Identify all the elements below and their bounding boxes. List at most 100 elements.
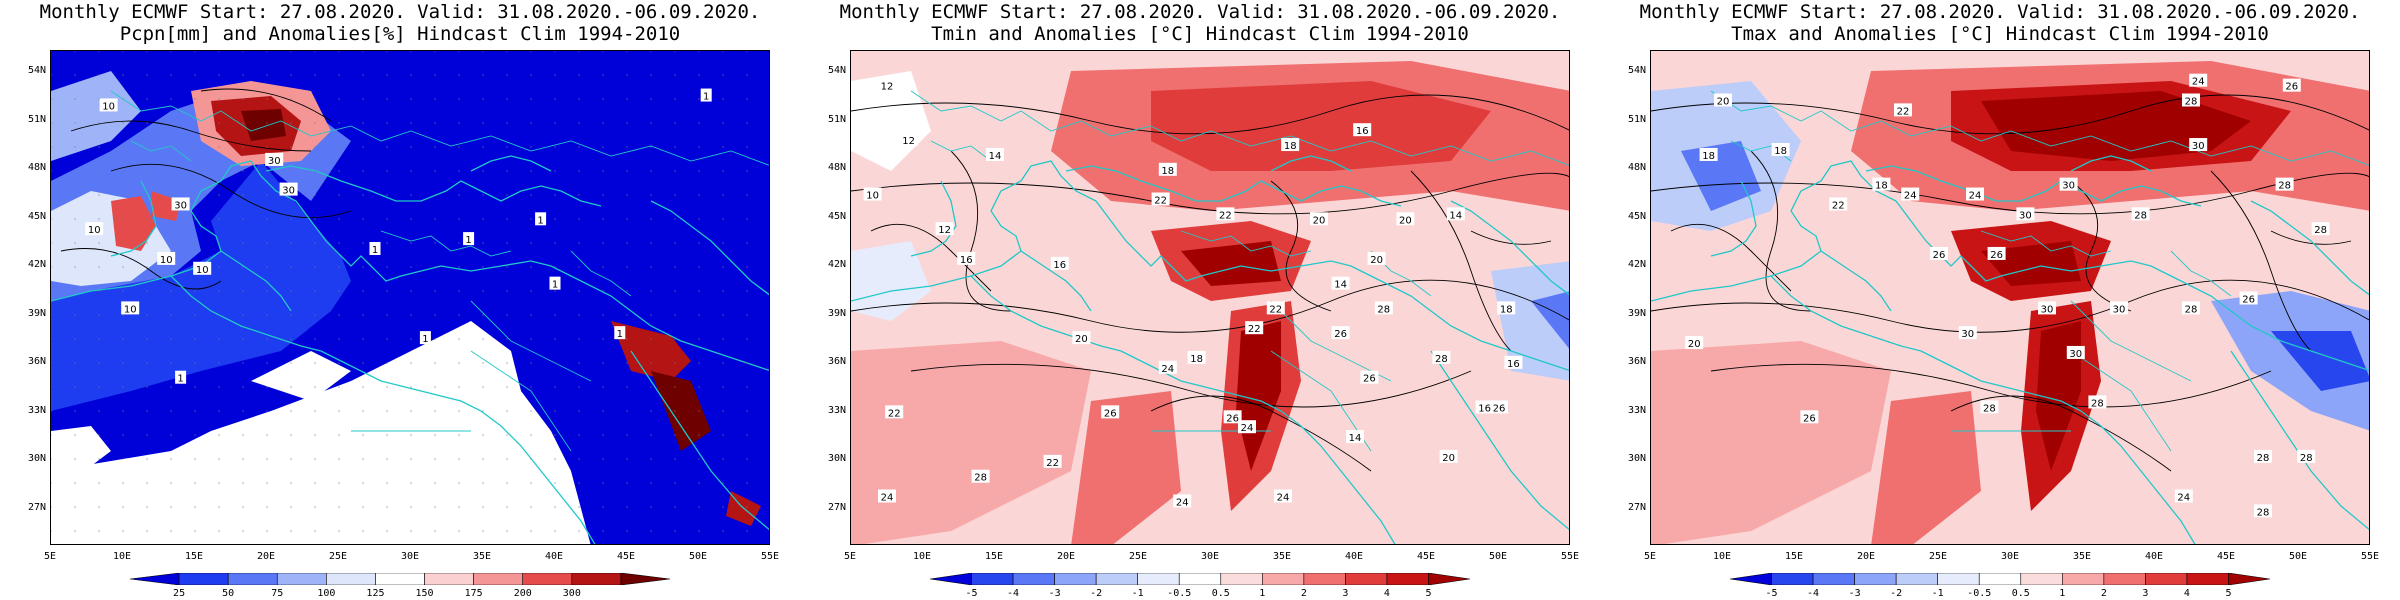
contour-label: 26 xyxy=(1360,370,1379,385)
colorbar-segment xyxy=(1137,573,1180,585)
lon-tick-label: 5E xyxy=(43,551,57,562)
svg-text:22: 22 xyxy=(1154,196,1167,207)
svg-text:14: 14 xyxy=(1334,280,1347,291)
contour-label: 28 xyxy=(1374,301,1393,315)
contour-label: 16 xyxy=(1475,400,1494,414)
contour-label: 14 xyxy=(986,147,1004,162)
colorbar-tick-label: 25 xyxy=(173,588,186,599)
colorbar-tick-label: 150 xyxy=(415,588,434,599)
colorbar-segment xyxy=(2020,573,2063,585)
contour-label: 30 xyxy=(2066,345,2085,360)
svg-text:20: 20 xyxy=(1313,215,1326,226)
contour-label: 20 xyxy=(1685,336,1704,350)
panel-title-line1: Monthly ECMWF Start: 27.08.2020. Valid: … xyxy=(1639,1,2361,23)
lat-tick-label: 36N xyxy=(1627,356,1646,367)
svg-text:24: 24 xyxy=(2177,493,2190,504)
colorbar-tick-label: -5 xyxy=(1765,588,1778,599)
contour-label: 22 xyxy=(1829,197,1848,211)
contour-label: 28 xyxy=(1432,350,1451,365)
colorbar-tick-label: -4 xyxy=(1007,588,1020,599)
colorbar-segment xyxy=(1854,573,1897,585)
tmax-map: 24 26 22 28 30 20 18 18 18 30 28 24 24 22 28 26 26 30 30 30… xyxy=(1651,51,2369,544)
svg-text:16: 16 xyxy=(1478,403,1491,414)
panel-title-line1: Monthly ECMWF Start: 27.08.2020. Valid: … xyxy=(839,1,1561,23)
svg-text:16: 16 xyxy=(1053,260,1066,271)
svg-text:30: 30 xyxy=(282,186,295,197)
svg-text:18: 18 xyxy=(1875,181,1888,192)
colorbar-segment xyxy=(1178,573,1222,585)
svg-text:22: 22 xyxy=(1832,200,1845,211)
svg-text:28: 28 xyxy=(2185,304,2198,315)
svg-text:18: 18 xyxy=(1190,354,1203,365)
colorbar-segment xyxy=(227,573,278,585)
colorbar-tick-label: -4 xyxy=(1807,588,1820,599)
contour-label: 10 xyxy=(85,222,104,236)
contour-label: 28 xyxy=(2311,222,2330,236)
svg-text:14: 14 xyxy=(1449,210,1462,221)
colorbar xyxy=(930,573,1470,585)
contour-label: 30 xyxy=(279,182,298,197)
panel-title-line1: Monthly ECMWF Start: 27.08.2020. Valid: … xyxy=(39,1,761,23)
colorbar-tick-label: -0.5 xyxy=(1167,588,1192,599)
svg-text:10: 10 xyxy=(866,191,879,202)
colorbar-tick-label: -2 xyxy=(1090,588,1103,599)
contour-label: 28 xyxy=(2182,301,2200,315)
lon-tick-label: 45E xyxy=(2216,551,2236,562)
colorbar-segment xyxy=(178,573,229,585)
panel-title-line2: Pcpn[mm] and Anomalies[%] Hindcast Clim … xyxy=(119,23,681,45)
colorbar-segment xyxy=(375,573,425,585)
lat-tick-label: 48N xyxy=(1627,162,1646,173)
colorbar-tick-label: 100 xyxy=(317,588,336,599)
colorbar-tick-label: -0.5 xyxy=(1967,588,1992,599)
lon-tick-label: 35E xyxy=(2072,551,2092,562)
map-plot: 24 26 22 28 30 20 18 18 18 30 28 24 24 22 28 26 26 30 30 30… xyxy=(1650,50,2370,545)
svg-text:28: 28 xyxy=(2185,97,2198,108)
svg-text:28: 28 xyxy=(1983,403,1996,414)
svg-text:1: 1 xyxy=(703,92,709,103)
svg-text:24: 24 xyxy=(2192,77,2205,88)
contour-label: 10 xyxy=(121,301,140,315)
lon-tick-label: 50E xyxy=(688,551,708,562)
colorbar xyxy=(130,573,670,585)
colorbar-segment xyxy=(1345,573,1388,585)
svg-text:18: 18 xyxy=(1500,304,1513,315)
colorbar-segment xyxy=(276,573,327,585)
colorbar-tick-label: 4 xyxy=(1383,588,1390,599)
lat-tick-label: 48N xyxy=(827,162,846,173)
contour-label: 26 xyxy=(1800,410,1819,424)
lon-tick-label: 55E xyxy=(2360,551,2380,562)
lon-tick-label: 30E xyxy=(1200,551,1220,562)
contour-label: 28 xyxy=(1980,400,1999,414)
contour-label: 24 xyxy=(1158,360,1177,375)
svg-text:24: 24 xyxy=(1277,493,1290,504)
colorbar-segment xyxy=(1895,573,1938,585)
svg-text:10: 10 xyxy=(124,304,137,315)
svg-text:28: 28 xyxy=(2278,181,2291,192)
svg-text:22: 22 xyxy=(1046,458,1059,469)
colorbar-segment xyxy=(1012,573,1055,585)
lon-tick-label: 45E xyxy=(616,551,636,562)
contour-label: 20 xyxy=(1439,449,1458,464)
contour-label: 26 xyxy=(2239,291,2258,306)
lat-tick-label: 48N xyxy=(27,162,46,173)
contour-label: 1 xyxy=(175,370,187,385)
svg-text:26: 26 xyxy=(1104,408,1117,419)
contour-label: 12 xyxy=(935,222,954,236)
colorbar-segment xyxy=(1386,573,1429,585)
lon-tick-label: 20E xyxy=(256,551,276,562)
contour-label: 28 xyxy=(2254,449,2272,464)
lat-tick-label: 54N xyxy=(1627,65,1646,76)
map-plot: 10 30 30 10 10 10 10 30 1 1 1 1 1 1 1 1 xyxy=(50,50,770,545)
svg-text:24: 24 xyxy=(1176,497,1189,508)
contour-label: 1 xyxy=(614,326,626,340)
colorbar-segment xyxy=(2228,573,2270,585)
svg-text:28: 28 xyxy=(2091,398,2104,409)
colorbar-tick-label: 50 xyxy=(222,588,235,599)
lon-tick-label: 35E xyxy=(472,551,492,562)
lat-tick-label: 42N xyxy=(827,259,846,270)
colorbar-tick-label: -3 xyxy=(1048,588,1061,599)
colorbar-tick-label: -1 xyxy=(1131,588,1144,599)
precip-map: 10 30 30 10 10 10 10 30 1 1 1 1 1 1 1 1 xyxy=(51,51,769,544)
lat-tick-label: 51N xyxy=(27,113,46,125)
lon-tick-label: 25E xyxy=(328,551,348,562)
